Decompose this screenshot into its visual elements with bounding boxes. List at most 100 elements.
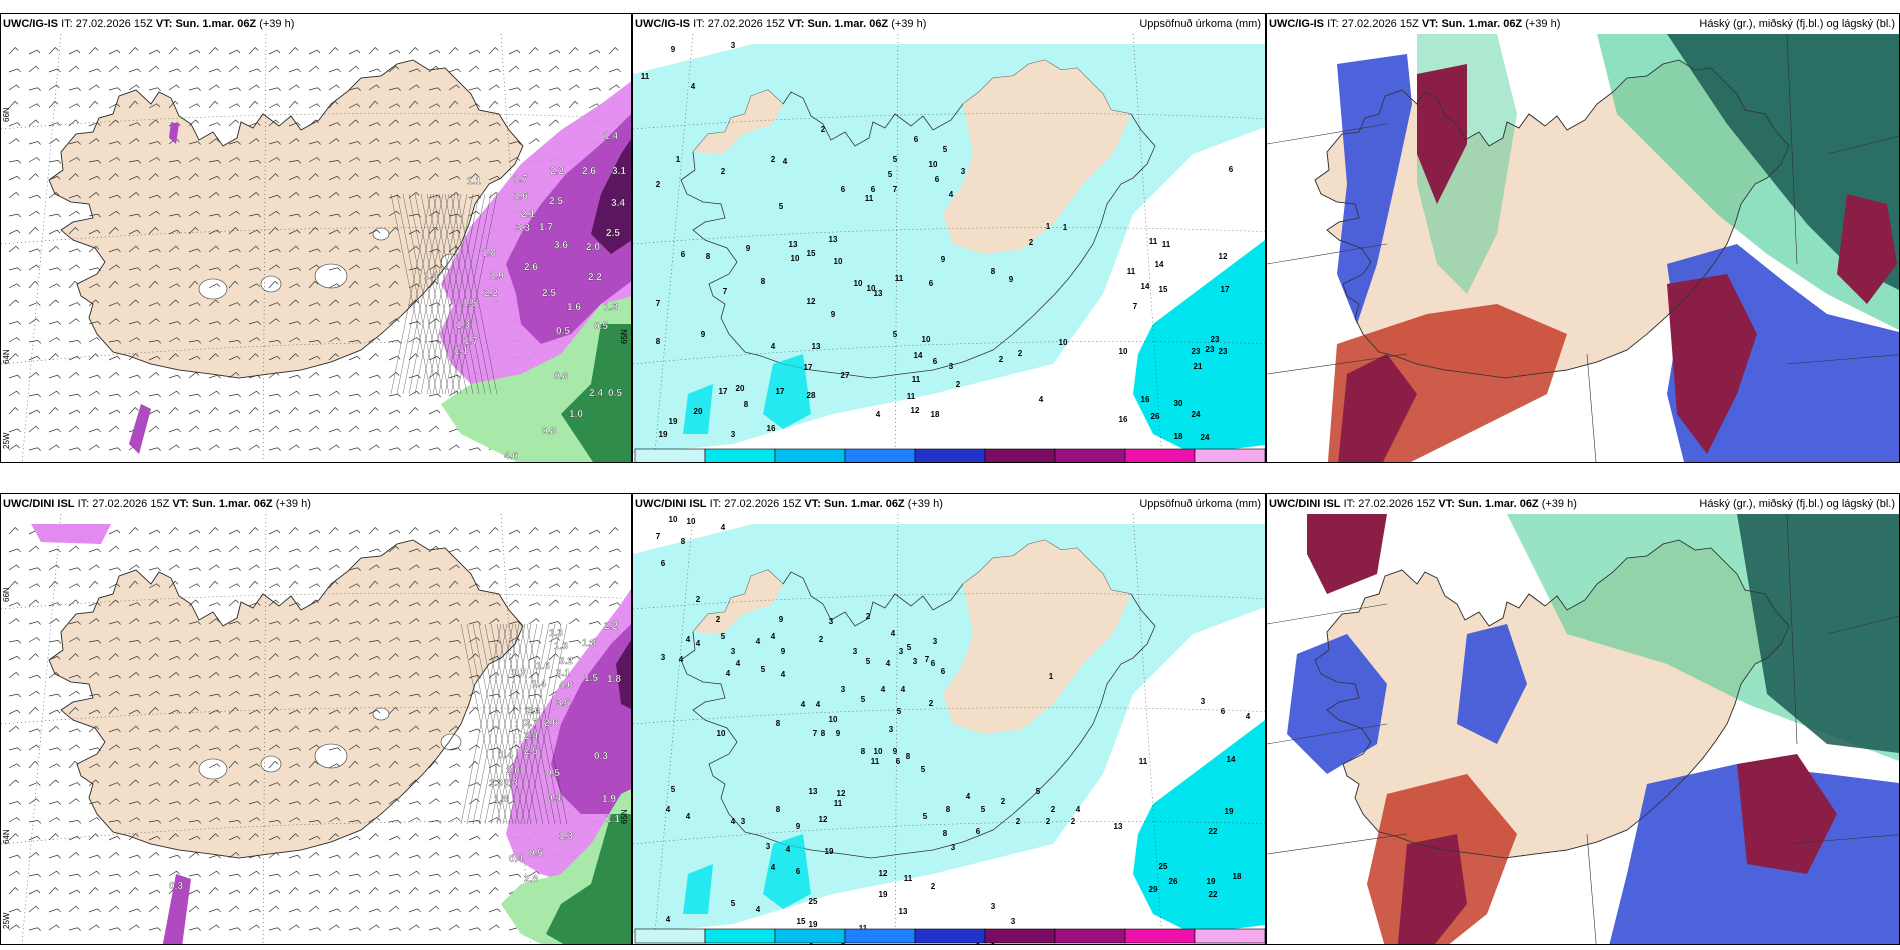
wind-barb [268,852,280,859]
wind-barb [408,548,421,553]
wind-barb [228,194,241,199]
wind-barb [408,245,420,253]
wind-barb [8,672,20,679]
precip-rate-label: 1.3 [554,641,568,652]
wind-barb [228,599,239,607]
wind-barb [128,138,140,145]
precip-rate-label: 1.3 [559,831,573,842]
wind-barb [68,835,81,841]
wind-barb [8,640,22,644]
accum-cyan [1133,720,1265,934]
wind-barb [188,355,201,361]
wind-barb [408,887,419,895]
wind-barb [228,355,241,361]
accum-value-label: 5 [721,632,726,641]
wind-barb [68,372,80,379]
wind-barb [268,87,281,92]
accum-value-label: 3 [731,41,736,50]
wind-barb [188,425,200,433]
wind-barb [168,672,180,679]
wind-barb [228,728,241,733]
accum-value-label: 4 [771,863,776,872]
wind-barb [468,87,481,92]
wind-barb [388,302,401,307]
wind-barb [148,194,161,199]
wind-barb [388,173,399,181]
wind-barb [188,782,201,787]
wind-barb [8,353,19,361]
accum-value-label: 10 [717,729,726,738]
wind-barb [428,674,441,679]
wind-barb [148,905,160,913]
wind-barb [308,798,320,805]
wind-barb [148,707,159,715]
wind-barb [368,709,381,715]
wind-barb [28,927,41,932]
wind-barb [48,924,60,931]
wind-barb [288,908,301,913]
wind-barb [168,267,181,272]
wind-barb [228,248,241,253]
wind-barb [408,229,421,235]
wind-barb [308,889,321,895]
wind-barb [428,302,441,307]
wind-barb [128,801,141,805]
wind-barb [208,138,220,145]
legend-swatch [634,448,706,462]
wind-barb [348,280,359,289]
wind-barb [288,709,301,715]
wind-barb [68,674,81,679]
wind-barb [208,618,220,625]
wind-barb [428,744,440,751]
wind-barb [308,49,321,55]
precip-fields [31,524,631,944]
wind-barb [308,227,319,235]
wind-barb [128,618,140,625]
wind-barb [8,779,19,787]
crosshatch [460,623,568,825]
precip-rate-label: 1.4 [499,750,513,761]
wind-barb [368,374,381,379]
wind-barb [68,227,79,235]
wind-barb [308,690,320,697]
wind-barb [248,640,262,644]
accum-value-label: 4 [783,157,788,166]
accum-value-label: 9 [701,330,706,339]
wind-barb [508,157,521,163]
precip-small [129,404,151,454]
wind-barb [508,653,519,661]
wind-barb [328,47,339,55]
wind-barb [448,763,461,769]
wind-barb [268,728,281,733]
wind-barb [88,229,101,235]
wind-barb [288,618,300,625]
panel-subtitle: Uppsöfnuð úrkoma (mm) [1139,18,1261,30]
hatch-line [456,193,498,395]
wind-barb [28,621,41,625]
crosshatch [390,193,498,395]
wind-barb [428,393,442,398]
wind-barb [408,693,422,698]
wind-barb [328,353,339,361]
wind-barb [48,709,61,715]
accum-value-label: 5 [907,643,912,652]
wind-barb [88,374,101,379]
wind-barb [228,873,242,878]
accum-value-label: 4 [731,817,736,826]
wind-barb [88,887,99,895]
wind-barb [68,583,81,589]
wind-barb [168,47,179,55]
accum-value-label: 5 [1036,787,1041,796]
wind-barb [448,640,462,644]
wind-barb [548,567,561,572]
wind-barb [268,873,282,878]
accum-value-label: 17 [804,363,813,372]
wind-barb [48,100,59,109]
hatch-line [408,193,450,395]
wind-barb [408,407,419,415]
glacier [372,227,390,241]
wind-barb [28,355,41,361]
wind-barb [368,444,380,451]
wind-barb [348,141,361,145]
wind-barb [168,763,181,769]
